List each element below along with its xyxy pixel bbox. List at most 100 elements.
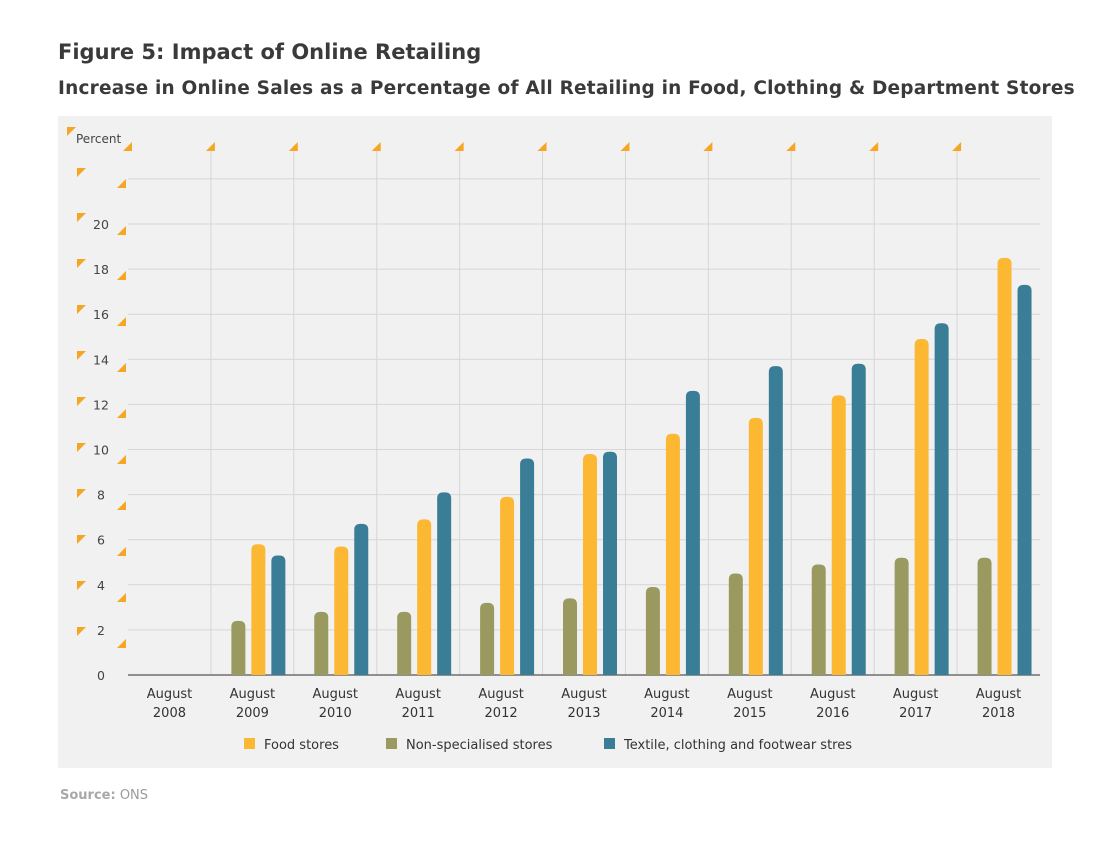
axis-marker xyxy=(77,535,86,544)
axis-marker xyxy=(117,226,126,235)
bar-food xyxy=(500,496,515,675)
axis-marker xyxy=(117,271,126,280)
bar-nonspec xyxy=(314,611,329,675)
source-note: Source: ONS xyxy=(60,788,148,803)
axis-marker xyxy=(117,317,126,326)
x-tick-label: August xyxy=(313,687,359,702)
axis-marker xyxy=(77,168,86,177)
top-marker xyxy=(371,142,381,151)
bar-food xyxy=(417,519,432,675)
bar-food xyxy=(583,454,597,675)
x-tick-label: 2012 xyxy=(485,706,518,721)
x-tick-label: 2008 xyxy=(153,706,186,721)
legend-swatch-textile xyxy=(604,738,615,749)
bar-nonspec xyxy=(811,564,826,675)
top-marker xyxy=(123,142,132,151)
y-tick-label: 14 xyxy=(93,352,109,367)
top-marker xyxy=(952,142,962,151)
y-tick-label: 12 xyxy=(93,397,109,412)
x-tick-label: August xyxy=(478,687,524,702)
x-tick-label: 2018 xyxy=(982,706,1015,721)
legend-swatch-food xyxy=(244,738,255,749)
x-tick-label: 2014 xyxy=(650,706,683,721)
legend-label-food: Food stores xyxy=(264,738,339,753)
bar-food xyxy=(334,546,349,675)
source-value: ONS xyxy=(119,788,149,803)
y-axis-label: Percent xyxy=(76,132,121,146)
y-tick-label: 10 xyxy=(93,443,109,458)
chart-panel: Percent 0 2 4 6 8 10 12 14 16 18 20 August 2008 August… xyxy=(58,116,1052,768)
y-tick-label: 18 xyxy=(93,262,109,277)
x-tick-label: 2013 xyxy=(567,706,600,721)
bar-textile xyxy=(603,451,617,675)
corner-marker xyxy=(67,127,76,136)
y-tick-label: 20 xyxy=(93,217,109,232)
bar-textile xyxy=(437,492,452,675)
top-marker xyxy=(869,142,879,151)
top-marker xyxy=(205,142,215,151)
bar-nonspec xyxy=(397,611,412,675)
bar-chart: Percent 0 2 4 6 8 10 12 14 16 18 20 August 2008 August… xyxy=(67,127,1040,753)
x-tick-label: 2015 xyxy=(733,706,766,721)
bar-textile xyxy=(1017,284,1032,675)
bar-nonspec xyxy=(728,573,743,675)
bar-textile xyxy=(934,323,949,675)
axis-marker xyxy=(77,397,86,406)
x-tick-label: August xyxy=(893,687,939,702)
bar-nonspec xyxy=(231,620,246,675)
y-tick-label: 0 xyxy=(97,668,105,683)
axis-marker xyxy=(117,501,126,510)
x-tick-label: 2016 xyxy=(816,706,849,721)
axis-marker xyxy=(117,639,126,648)
bar-food xyxy=(665,433,680,675)
axis-marker xyxy=(77,489,86,498)
bar-food xyxy=(251,544,266,675)
x-tick-label: 2017 xyxy=(899,706,932,721)
x-tick-label: August xyxy=(561,687,607,702)
top-marker xyxy=(454,142,464,151)
x-tick-label: August xyxy=(810,687,856,702)
y-tick-label: 16 xyxy=(93,307,109,322)
x-tick-label: August xyxy=(644,687,690,702)
source-label: Source: xyxy=(60,788,116,803)
bar-textile xyxy=(354,523,369,675)
legend-swatch-nonspec xyxy=(386,738,397,749)
axis-marker xyxy=(117,363,126,372)
y-tick-label: 6 xyxy=(97,533,105,548)
top-marker xyxy=(703,142,713,151)
axis-marker xyxy=(117,455,126,464)
x-tick-label: 2011 xyxy=(402,706,435,721)
x-tick-label: 2010 xyxy=(319,706,352,721)
bar-food xyxy=(748,417,763,675)
x-tick-label: 2009 xyxy=(236,706,269,721)
top-marker xyxy=(786,142,796,151)
bar-food xyxy=(997,257,1012,675)
axis-marker xyxy=(77,627,86,636)
bar-nonspec xyxy=(977,557,992,675)
y-tick-label: 2 xyxy=(97,623,105,638)
bar-nonspec xyxy=(645,587,660,675)
chart-title: Figure 5: Impact of Online Retailing xyxy=(58,40,482,64)
axis-marker xyxy=(117,547,126,556)
x-tick-label: August xyxy=(230,687,276,702)
x-tick-label: August xyxy=(147,687,193,702)
x-tick-label: August xyxy=(727,687,773,702)
legend-label-nonspec: Non-specialised stores xyxy=(406,738,553,753)
axis-marker xyxy=(77,581,86,590)
axis-marker xyxy=(117,409,126,418)
top-marker xyxy=(537,142,547,151)
axis-marker xyxy=(77,213,86,222)
axis-marker xyxy=(77,351,86,360)
axis-marker xyxy=(77,259,86,268)
y-tick-label: 8 xyxy=(97,488,105,503)
y-tick-label: 4 xyxy=(97,578,105,593)
bar-textile xyxy=(685,390,700,675)
bar-textile xyxy=(520,458,535,675)
bar-textile xyxy=(271,555,286,675)
top-marker xyxy=(288,142,298,151)
chart-subtitle: Increase in Online Sales as a Percentage… xyxy=(58,78,1075,99)
axis-marker xyxy=(117,593,126,602)
bar-nonspec xyxy=(894,557,909,675)
bar-food xyxy=(831,395,846,675)
bar-nonspec xyxy=(480,602,495,675)
